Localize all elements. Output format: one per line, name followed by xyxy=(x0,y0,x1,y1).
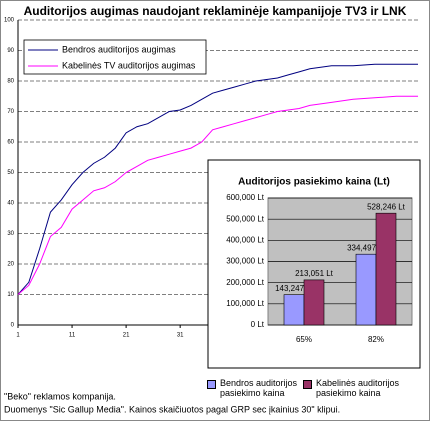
legend-label: Kabelinės auditorijos pasiekimo kaina xyxy=(316,378,400,398)
y-tick-label: 40 xyxy=(7,201,14,207)
bar xyxy=(375,212,397,326)
y-tick-label: 500,000 Lt xyxy=(226,214,265,223)
legend-item: Kabelinės auditorijos pasiekimo kaina xyxy=(303,378,421,398)
x-tick-label: 31 xyxy=(177,333,184,339)
bar xyxy=(283,294,305,326)
y-tick-label: 300,000 Lt xyxy=(226,257,265,266)
legend-box xyxy=(23,39,207,75)
footnote: "Beko" reklamos kompanija. xyxy=(4,391,116,401)
bar xyxy=(303,279,325,326)
legend-item: Bendros auditorijos pasiekimo kaina xyxy=(207,378,299,398)
legend-label: Bendros auditorijos augimas xyxy=(62,44,176,54)
bar xyxy=(355,253,377,326)
value-label: 528,246 Lt xyxy=(367,202,406,211)
x-tick-label: 11 xyxy=(69,333,76,339)
legend-swatch xyxy=(303,380,312,389)
legend-label: Kabelinės TV auditorijos augimas xyxy=(62,60,196,70)
value-label: 143,247 Lt xyxy=(275,284,314,293)
x-tick-label: 1 xyxy=(16,333,20,339)
y-tick-label: 100,000 Lt xyxy=(226,299,265,308)
legend-swatch xyxy=(207,380,216,389)
y-tick-label: 600,000 Lt xyxy=(226,193,265,202)
value-label: 213,051 Lt xyxy=(295,269,334,278)
series-line xyxy=(17,95,418,295)
y-tick-label: 400,000 Lt xyxy=(226,235,265,244)
y-tick-label: 10 xyxy=(7,292,14,298)
value-label: 334,497 Lt xyxy=(347,243,386,252)
y-tick-label: 80 xyxy=(7,79,14,85)
y-tick-label: 100 xyxy=(4,18,15,24)
x-tick-label: 82% xyxy=(368,335,384,344)
x-tick-label: 65% xyxy=(296,335,312,344)
series-line xyxy=(17,63,418,295)
chart-title: Auditorijos pasiekimo kaina (Lt) xyxy=(238,177,390,188)
y-tick-label: 20 xyxy=(7,262,14,268)
y-tick-label: 70 xyxy=(7,109,14,115)
y-tick-label: 90 xyxy=(7,48,14,54)
legend-label: Bendros auditorijos pasiekimo kaina xyxy=(220,378,298,398)
y-tick-label: 60 xyxy=(7,140,14,146)
y-tick-label: 30 xyxy=(7,231,14,237)
y-tick-label: 0 Lt xyxy=(251,320,265,329)
footnote: Duomenys "Sic Gallup Media". Kainos skai… xyxy=(4,404,340,414)
y-tick-label: 200,000 Lt xyxy=(226,278,265,287)
chart-title: Auditorijos augimas naudojant reklaminėj… xyxy=(24,4,407,18)
x-tick-label: 21 xyxy=(123,333,130,339)
y-tick-label: 0 xyxy=(11,323,15,329)
y-tick-label: 50 xyxy=(7,170,14,176)
